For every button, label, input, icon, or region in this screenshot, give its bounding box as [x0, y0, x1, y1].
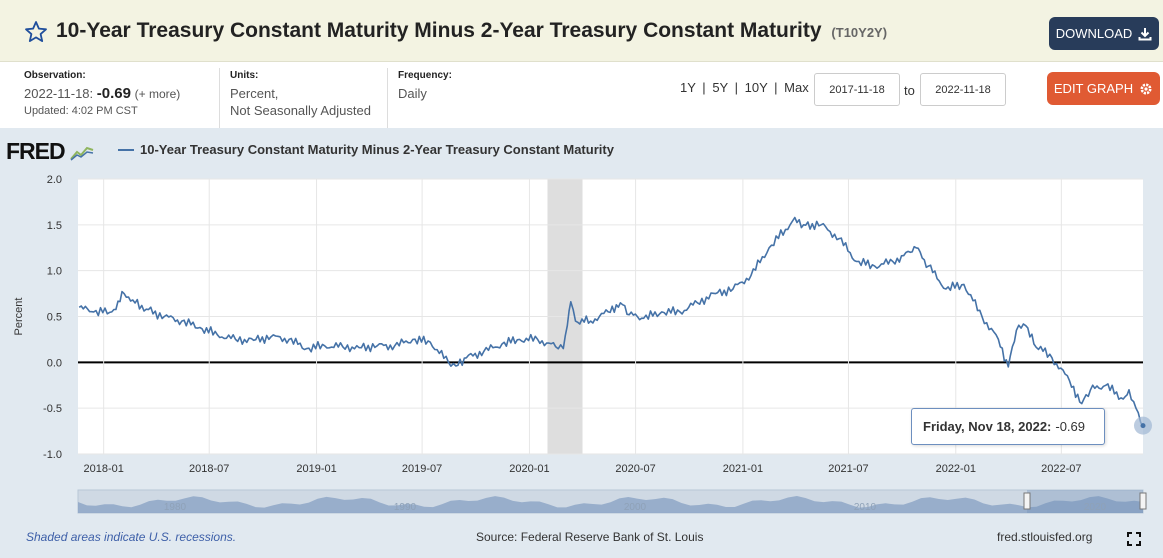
to-label: to [904, 83, 915, 98]
data-point [1140, 423, 1146, 429]
page-header: 10-Year Treasury Constant Maturity Minus… [0, 0, 1163, 62]
title-text: 10-Year Treasury Constant Maturity Minus… [56, 19, 822, 42]
y-tick-label: 0.0 [47, 357, 62, 369]
start-date-input[interactable]: 2017-11-18 [814, 73, 900, 106]
updated-text: Updated: 4:02 PM CST [24, 105, 138, 117]
x-tick-label: 2018-01 [83, 463, 123, 475]
end-date-input[interactable]: 2022-11-18 [920, 73, 1006, 106]
range-separator: | [774, 80, 778, 95]
tooltip-value: -0.69 [1055, 419, 1086, 434]
series-line [78, 216, 1144, 427]
legend-swatch [118, 148, 134, 151]
x-tick-label: 2022-07 [1041, 463, 1081, 475]
chart-canvas[interactable]: 2.0 1.5 1.0 0.5 0.0 -0.5 -1.0 2018-01 2018-07 201… [0, 128, 1163, 558]
observation-date: 2022-11-18: [24, 86, 94, 101]
fred-logo-text: FRED [6, 138, 66, 164]
x-tick-label: 2019-07 [402, 463, 442, 475]
more-link[interactable]: (+ more) [134, 87, 181, 101]
range-5y[interactable]: 5Y [712, 80, 728, 95]
legend-label: 10-Year Treasury Constant Maturity Minus… [140, 142, 614, 157]
edit-graph-button[interactable]: EDIT GRAPH [1047, 72, 1160, 105]
x-tick-label: 2021-07 [828, 463, 868, 475]
y-axis-label: Percent [13, 298, 25, 336]
units-line2: Not Seasonally Adjusted [230, 103, 371, 118]
navigator-handle [1139, 492, 1147, 510]
x-tick-label: 2020-01 [509, 463, 549, 475]
chart-legend[interactable]: 10-Year Treasury Constant Maturity Minus… [118, 142, 614, 157]
page-title: 10-Year Treasury Constant Maturity Minus… [56, 19, 887, 43]
y-tick-label: 1.5 [47, 220, 62, 232]
y-tick-label: 0.5 [47, 312, 62, 324]
navigator-label: 2010 [854, 502, 877, 513]
x-tick-label: 2021-01 [723, 463, 763, 475]
observation-block: Observation: 2022-11-18: -0.69 (+ more) … [24, 70, 180, 120]
fred-logo: FRED [6, 138, 95, 165]
units-line1: Percent, [230, 86, 279, 101]
frequency-value: Daily [398, 86, 427, 101]
navigator-selection [1027, 490, 1143, 513]
x-tick-label: 2022-01 [936, 463, 976, 475]
y-tick-label: -0.5 [43, 403, 62, 415]
range-separator: | [734, 80, 738, 95]
navigator-label: 1980 [164, 502, 187, 513]
navigator-label: 1990 [394, 502, 417, 513]
x-tick-label: 2019-01 [296, 463, 336, 475]
x-tick-label: 2018-07 [189, 463, 229, 475]
frequency-label: Frequency: [398, 70, 452, 81]
range-10y[interactable]: 10Y [744, 80, 768, 95]
fullscreen-icon[interactable] [1127, 532, 1141, 546]
chart-logo-icon [70, 143, 95, 161]
divider [219, 68, 220, 128]
chart-tooltip: Friday, Nov 18, 2022: -0.69 [911, 408, 1105, 445]
series-id: (T10Y2Y) [831, 25, 888, 40]
navigator-series [78, 496, 1143, 513]
gear-icon [1140, 83, 1152, 94]
range-1y[interactable]: 1Y [680, 80, 696, 95]
range-selector: 1Y | 5Y | 10Y | Max [680, 80, 809, 95]
download-button[interactable]: DOWNLOAD [1049, 17, 1159, 50]
x-tick-label: 2020-07 [615, 463, 655, 475]
star-icon[interactable] [24, 20, 48, 44]
y-tick-label: 2.0 [47, 174, 62, 186]
range-separator: | [702, 80, 706, 95]
navigator-label: 2020 [1084, 502, 1107, 513]
edit-graph-label: EDIT GRAPH [1053, 81, 1134, 96]
download-label: DOWNLOAD [1055, 26, 1133, 41]
download-icon [1138, 27, 1152, 40]
range-max[interactable]: Max [784, 80, 809, 95]
navigator-handle [1023, 492, 1031, 510]
tooltip-date: Friday, Nov 18, 2022: [923, 419, 1052, 434]
units-label: Units: [230, 70, 259, 81]
divider [387, 68, 388, 128]
navigator-label: 2000 [624, 502, 647, 513]
fred-url[interactable]: fred.stlouisfed.org [997, 530, 1093, 544]
recession-note: Shaded areas indicate U.S. recessions. [26, 530, 237, 544]
frequency-block: Frequency: Daily [398, 70, 452, 102]
observation-value: -0.69 [96, 85, 131, 102]
source-note: Source: Federal Reserve Bank of St. Loui… [476, 530, 704, 544]
chart-panel: 2.0 1.5 1.0 0.5 0.0 -0.5 -1.0 2018-01 2018-07 201… [0, 128, 1163, 558]
units-block: Units: Percent, Not Seasonally Adjusted [230, 70, 371, 119]
y-tick-label: -1.0 [43, 449, 62, 461]
observation-label: Observation: [24, 70, 86, 81]
y-tick-label: 1.0 [47, 266, 62, 278]
